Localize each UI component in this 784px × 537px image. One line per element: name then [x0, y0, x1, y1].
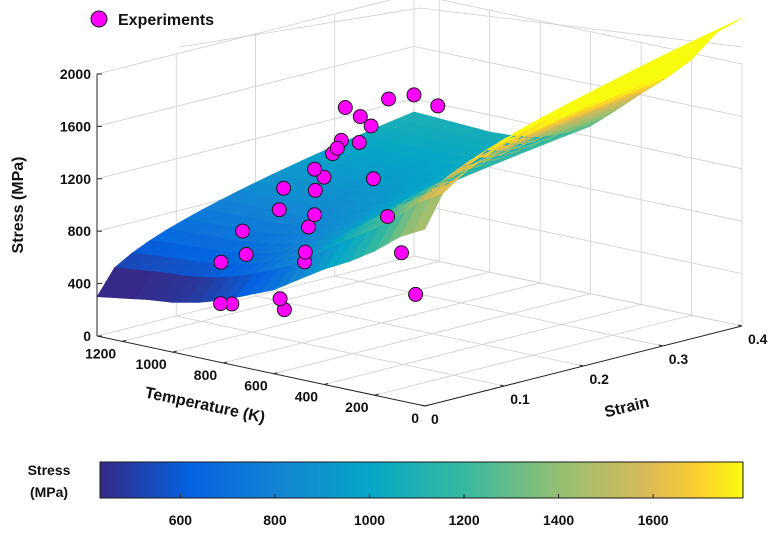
experiment-points — [213, 87, 446, 318]
grid-line-strain — [334, 14, 663, 347]
x-tick-mark — [172, 350, 177, 353]
grid-line-strain — [255, 34, 584, 367]
z-tick-label: 1200 — [60, 171, 91, 187]
y-axis-label: Strain — [603, 394, 651, 421]
y-tick-mark — [658, 344, 663, 347]
experiment-point — [329, 140, 345, 156]
colorbar-tick-label: 600 — [169, 512, 193, 528]
experiment-point — [271, 202, 287, 218]
experiment-point — [394, 245, 409, 261]
x-tick-label: 0 — [411, 410, 419, 426]
z-axis-label: Stress (MPa) — [10, 157, 27, 254]
x-tick-label: 800 — [194, 367, 218, 383]
experiment-point — [272, 291, 288, 307]
experiment-point — [307, 161, 323, 177]
legend-label: Experiments — [118, 12, 214, 29]
x-tick-label: 1000 — [136, 356, 167, 372]
colorbar-ticks: 600 800 1000 1200 1400 1600 — [169, 494, 669, 528]
y-axis-ticks: 0 0.1 0.2 0.3 0.4 — [420, 324, 768, 427]
x-tick-mark — [273, 372, 278, 375]
y-tick-label: 0.4 — [748, 331, 768, 347]
grid-line-strain — [175, 54, 505, 387]
legend-marker — [90, 10, 108, 28]
experiment-point — [365, 171, 381, 187]
y-tick-mark — [579, 364, 584, 367]
z-tick-label: 2000 — [60, 66, 91, 82]
y-tick-label: 0 — [431, 411, 439, 427]
colorbar-title-line2: (MPa) — [30, 484, 68, 500]
experiment-point — [408, 286, 424, 302]
z-axis-ticks: 0 400 800 1200 1600 2000 — [60, 66, 102, 344]
experiment-point — [238, 247, 254, 262]
legend: Experiments — [90, 10, 214, 29]
experiment-point — [406, 87, 422, 103]
x-tick-mark — [223, 361, 228, 364]
experiment-point — [352, 109, 368, 125]
y-tick-label: 0.3 — [669, 351, 689, 367]
experiment-point — [301, 219, 316, 235]
experiment-point — [276, 180, 292, 196]
colorbar-tick-label: 1000 — [354, 512, 385, 528]
experiment-point — [337, 100, 353, 115]
grid-line-strain — [413, 0, 743, 327]
colorbar-tick-label: 800 — [263, 512, 287, 528]
experiment-point — [351, 135, 367, 150]
colorbar-tick-label: 1600 — [638, 512, 669, 528]
x-tick-label: 1200 — [85, 345, 116, 361]
x-tick-mark — [424, 404, 430, 407]
surface-patch — [96, 267, 128, 298]
grid-line-z — [96, 0, 743, 75]
colorbar-tick-label: 1200 — [448, 512, 479, 528]
z-tick-label: 0 — [83, 328, 91, 344]
experiment-point — [381, 91, 397, 107]
experiment-point — [430, 98, 446, 114]
colorbar: Stress (MPa) 600 800 1000 1200 1400 1600 — [28, 461, 744, 528]
z-tick-label: 1600 — [60, 118, 91, 134]
experiment-point — [235, 223, 251, 239]
z-tick-label: 400 — [68, 276, 92, 292]
x-tick-label: 600 — [244, 378, 268, 394]
experiment-point — [307, 207, 323, 223]
x-tick-label: 400 — [295, 388, 319, 404]
y-tick-mark — [737, 324, 743, 327]
colorbar-tick-label: 1400 — [543, 512, 574, 528]
x-axis-ticks: 0 200 400 600 800 1000 1200 — [85, 339, 430, 426]
y-tick-label: 0.2 — [590, 371, 610, 387]
y-tick-mark — [420, 404, 426, 407]
colorbar-gradient — [99, 461, 744, 499]
experiment-point — [307, 182, 323, 198]
experiment-point — [213, 296, 229, 312]
x-tick-mark — [374, 393, 379, 396]
experiment-point — [380, 209, 395, 224]
z-tick-label: 800 — [68, 223, 92, 239]
stress-surface — [96, 17, 743, 303]
x-tick-mark — [323, 382, 329, 385]
experiment-point — [363, 118, 379, 134]
colorbar-title-line1: Stress — [28, 462, 71, 478]
grid-back-walls — [179, 7, 743, 48]
y-tick-label: 0.1 — [510, 391, 530, 407]
experiment-point — [297, 244, 313, 260]
y-tick-mark — [500, 384, 505, 387]
x-tick-mark — [122, 339, 127, 342]
experiment-point — [213, 254, 229, 270]
x-tick-label: 200 — [345, 399, 369, 415]
